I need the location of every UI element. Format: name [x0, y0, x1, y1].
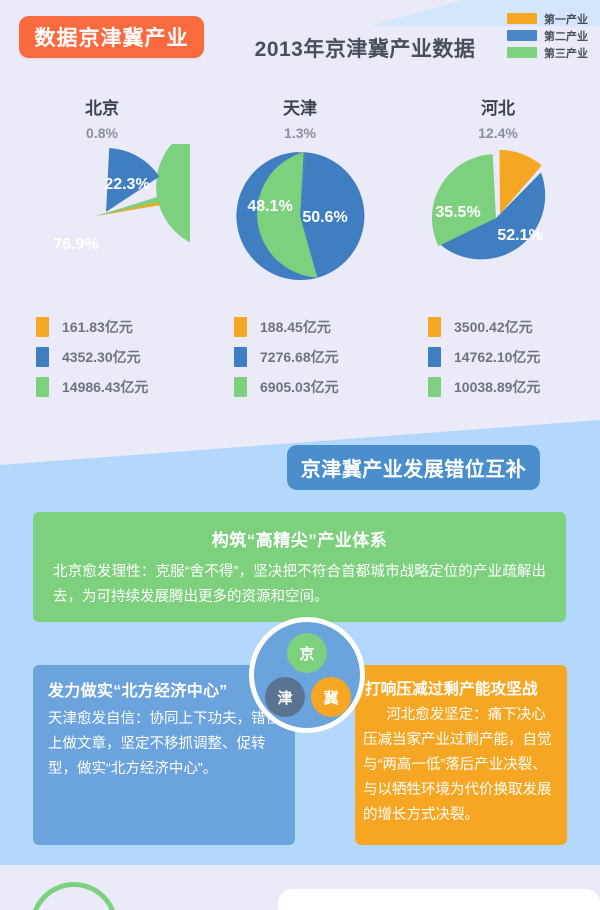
brand-badge: 数据京津冀产业 — [19, 16, 204, 58]
value-amount: 7276.68亿元 — [260, 349, 339, 365]
value-row: 161.83亿元 — [2, 312, 202, 342]
legend-item: 第三产业 — [507, 44, 588, 61]
legend-item-label: 第二产业 — [544, 30, 588, 43]
panel-title-beijing: 构筑“高精尖”产业体系 — [211, 531, 388, 550]
value-amount: 4352.30亿元 — [62, 349, 141, 365]
chart-title-hebei: 河北 — [481, 99, 515, 118]
value-amount: 14986.43亿元 — [62, 379, 149, 395]
chart-column-tianjin: 天津 1.3% 50.6% 48.1% — [200, 98, 400, 284]
value-row: 6905.03亿元 — [200, 372, 400, 402]
legend-swatch-icon — [234, 347, 247, 367]
legend-swatch-icon — [36, 347, 49, 367]
chart-column-beijing: 北京 0.8% 22.3% 76.9% — [2, 98, 202, 284]
legend-item: 第二产业 — [507, 27, 588, 44]
venn-node-jin: 津 — [265, 677, 305, 717]
value-row: 188.45亿元 — [200, 312, 400, 342]
top-data-section: 数据京津冀产业 2013年京津冀产业数据 第一产业 第二产业 第三产业 北京 0… — [2, 0, 600, 402]
pie-slice-second-beijing — [106, 148, 160, 212]
panel-tianjin: 发力做实“北方经济中心” 天津愈发自信：协同上下功夫，错位上做文章，坚定不移抓调… — [33, 665, 295, 845]
pie-label-second-hebei: 52.1% — [497, 227, 542, 244]
pie-label-third-beijing: 76.9% — [53, 236, 98, 253]
value-row: 10038.89亿元 — [398, 372, 598, 402]
next-section-preview — [0, 865, 600, 910]
panel-body-beijing: 北京愈发理性：克服“舍不得”，坚决把不符合首都城市战略定位的产业疏解出去，为可持… — [53, 564, 546, 605]
value-amount: 6905.03亿元 — [260, 379, 339, 395]
panel-title-tianjin: 发力做实“北方经济中心” — [48, 683, 228, 700]
value-amount: 161.83亿元 — [62, 319, 133, 335]
pie-label-third-hebei: 35.5% — [435, 204, 480, 221]
legend-item-label: 第一产业 — [544, 13, 588, 26]
value-amount: 3500.42亿元 — [454, 319, 533, 335]
value-row: 7276.68亿元 — [200, 342, 400, 372]
chart-column-hebei: 河北 12.4% 52.1% 35.5% — [398, 98, 598, 284]
pie-slice-second-hebei — [436, 172, 546, 260]
pie-slice-third-tianjin — [257, 152, 318, 278]
section2-title-badge: 京津冀产业发展错位互补 — [287, 445, 540, 490]
value-amount: 14762.10亿元 — [454, 349, 541, 365]
legend-item: 第一产业 — [507, 10, 588, 27]
value-amount: 10038.89亿元 — [454, 379, 541, 395]
pie-slice-third-hebei — [432, 154, 496, 247]
value-row: 14986.43亿元 — [2, 372, 202, 402]
panel-body-hebei: 河北愈发坚定：痛下决心压减当家产业过剩产能，自觉与“两高一低”落后产业决裂、与以… — [363, 707, 552, 823]
panel-body-tianjin: 天津愈发自信：协同上下功夫，错位上做文章，坚定不移抓调整、促转型，做实“北方经济… — [48, 711, 280, 777]
panel-beijing: 构筑“高精尖”产业体系 北京愈发理性：克服“舍不得”，坚决把不符合首都城市战略定… — [33, 512, 566, 622]
chart-top-percent-beijing: 0.8% — [86, 125, 118, 141]
values-column-hebei: 3500.42亿元 14762.10亿元 10038.89亿元 — [398, 312, 598, 402]
value-row: 14762.10亿元 — [398, 342, 598, 372]
venn-diagram: 京 津 冀 — [249, 617, 365, 733]
pie-chart-tianjin: 50.6% 48.1% — [200, 144, 400, 284]
pie-chart-hebei: 52.1% 35.5% — [398, 144, 598, 284]
value-row: 3500.42亿元 — [398, 312, 598, 342]
pie-label-second-tianjin: 50.6% — [302, 209, 347, 226]
legend-swatch-icon — [36, 377, 49, 397]
legend-swatch-icon — [36, 317, 49, 337]
pie-slice-first-beijing — [96, 202, 160, 216]
venn-node-ji: 冀 — [311, 677, 351, 717]
pie-chart-beijing: 22.3% 76.9% — [2, 144, 202, 284]
chart-title-tianjin: 天津 — [283, 99, 317, 118]
legend-swatch-icon — [428, 347, 441, 367]
legend-swatch-icon — [428, 377, 441, 397]
value-amount: 188.45亿元 — [260, 319, 331, 335]
chart-title-beijing: 北京 — [85, 99, 119, 118]
pie-svg-hebei: 52.1% 35.5% — [432, 150, 546, 260]
value-row: 4352.30亿元 — [2, 342, 202, 372]
chart-top-percent-tianjin: 1.3% — [284, 125, 316, 141]
legend-swatch-icon — [428, 317, 441, 337]
legend-swatch-icon — [507, 47, 537, 58]
pie-label-second-beijing: 22.3% — [104, 176, 149, 193]
panel-title-hebei: 打响压减过剩产能攻坚战 — [365, 681, 538, 698]
panel-hebei: 打响压减过剩产能攻坚战 河北愈发坚定：痛下决心压减当家产业过剩产能，自觉与“两高… — [355, 665, 567, 845]
values-column-tianjin: 188.45亿元 7276.68亿元 6905.03亿元 — [200, 312, 400, 402]
pie-svg-tianjin: 50.6% 48.1% — [236, 151, 365, 281]
pie-label-third-tianjin: 48.1% — [247, 198, 292, 215]
values-column-beijing: 161.83亿元 4352.30亿元 14986.43亿元 — [2, 312, 202, 402]
page-title: 2013年京津冀产业数据 — [254, 38, 476, 61]
legend-swatch-icon — [507, 13, 537, 24]
legend-item-label: 第三产业 — [544, 47, 588, 60]
legend-swatch-icon — [234, 377, 247, 397]
next-section-card — [278, 889, 600, 910]
decorative-ring-icon — [30, 882, 118, 910]
chart-top-percent-hebei: 12.4% — [478, 125, 518, 141]
legend: 第一产业 第二产业 第三产业 — [507, 10, 588, 61]
pie-slice-first-hebei — [499, 150, 542, 214]
legend-swatch-icon — [507, 30, 537, 41]
legend-swatch-icon — [234, 317, 247, 337]
venn-node-jing: 京 — [287, 633, 327, 673]
pie-svg-beijing: 22.3% 76.9% — [53, 144, 190, 253]
